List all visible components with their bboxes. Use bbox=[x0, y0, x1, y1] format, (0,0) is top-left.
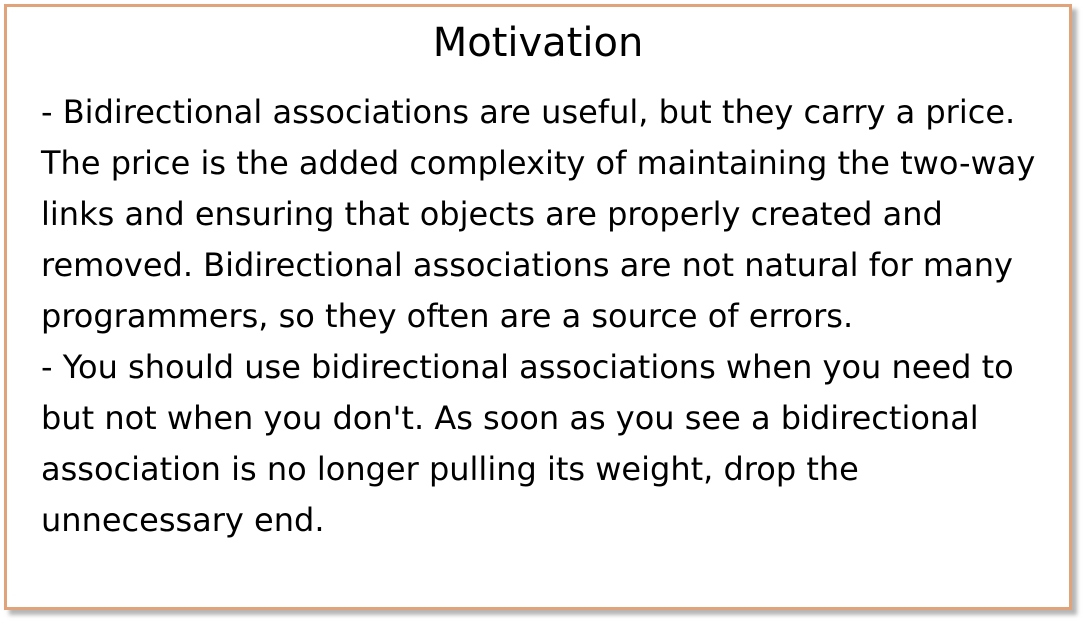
body-text: - Bidirectional associations are useful,… bbox=[41, 87, 1056, 546]
motivation-card: Motivation - Bidirectional associations … bbox=[4, 4, 1072, 610]
paragraph-price: - Bidirectional associations are useful,… bbox=[41, 93, 1036, 335]
page-title: Motivation bbox=[432, 20, 644, 66]
paragraph-usage: - You should use bidirectional associati… bbox=[41, 348, 1014, 539]
